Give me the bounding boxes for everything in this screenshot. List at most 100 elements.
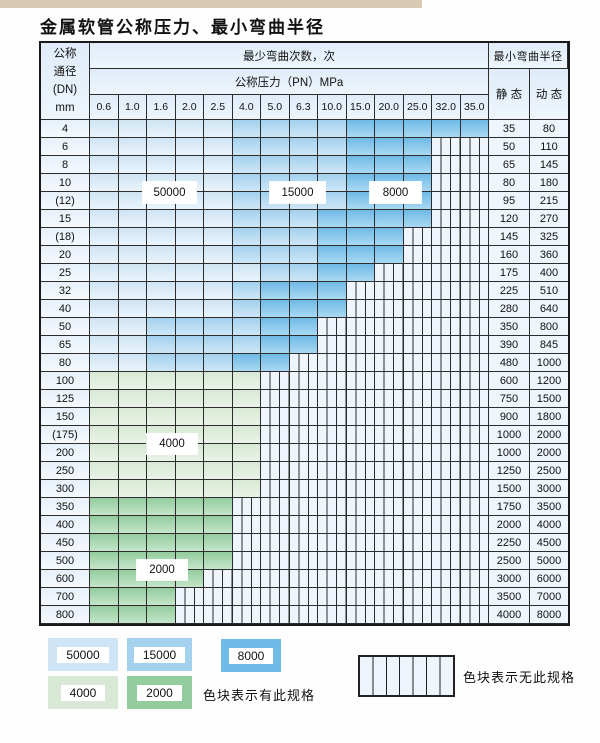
- cycle-cell: [403, 120, 432, 138]
- cycle-cell: [118, 264, 147, 282]
- cycle-cell: [118, 282, 147, 300]
- cycle-cell: [118, 300, 147, 318]
- cycle-cell: [118, 480, 147, 498]
- cycle-cell: [118, 318, 147, 336]
- pressure-col-header: 10.0: [318, 95, 347, 120]
- no-spec-cell: [261, 462, 290, 480]
- cycle-cell: [90, 174, 119, 192]
- no-spec-cell: [289, 390, 318, 408]
- pressure-col-header: 32.0: [432, 95, 461, 120]
- no-spec-cell: [432, 462, 461, 480]
- no-spec-cell: [460, 174, 489, 192]
- page-top-accent-strip: [0, 0, 422, 8]
- cycle-cell: [90, 426, 119, 444]
- legend-label-8000: 8000: [228, 647, 274, 664]
- legend-label-4000: 4000: [60, 684, 106, 701]
- static-radius-cell: 1000: [489, 444, 530, 462]
- cycle-cell: [204, 282, 233, 300]
- no-spec-cell: [289, 606, 318, 624]
- cycle-cell: [289, 228, 318, 246]
- no-spec-cell: [460, 480, 489, 498]
- dynamic-radius-cell: 845: [530, 336, 568, 354]
- no-spec-cell: [346, 480, 375, 498]
- no-spec-cell: [432, 354, 461, 372]
- dn-cell: 500: [41, 552, 90, 570]
- cycle-cell: [204, 534, 233, 552]
- no-spec-cell: [346, 552, 375, 570]
- static-radius-cell: 120: [489, 210, 530, 228]
- cycle-cell: [346, 210, 375, 228]
- no-spec-cell: [460, 372, 489, 390]
- no-spec-cell: [460, 228, 489, 246]
- cycle-cell: [175, 516, 204, 534]
- cycle-cell: [232, 372, 261, 390]
- dn-cell: 150: [41, 408, 90, 426]
- cycle-cell: [90, 606, 119, 624]
- no-spec-cell: [375, 318, 404, 336]
- cycle-cell: [90, 534, 119, 552]
- cycle-cell: [232, 408, 261, 426]
- cycle-cell: [90, 192, 119, 210]
- dynamic-radius-cell: 80: [530, 120, 568, 138]
- no-spec-cell: [318, 408, 347, 426]
- cycle-cell: [318, 192, 347, 210]
- cycle-cell: [232, 318, 261, 336]
- dynamic-radius-cell: 215: [530, 192, 568, 210]
- no-spec-cell: [403, 516, 432, 534]
- cycle-cell: [147, 318, 176, 336]
- pressure-col-header: 5.0: [261, 95, 290, 120]
- cycle-cell: [175, 498, 204, 516]
- dynamic-radius-cell: 1200: [530, 372, 568, 390]
- no-spec-cell: [289, 552, 318, 570]
- cycle-cell: [175, 534, 204, 552]
- no-spec-cell: [261, 408, 290, 426]
- cycle-cell: [204, 246, 233, 264]
- static-radius-cell: 900: [489, 408, 530, 426]
- no-spec-cell: [375, 282, 404, 300]
- dn-header-line: 公称: [53, 48, 77, 60]
- no-spec-cell: [403, 588, 432, 606]
- cycle-cell: [147, 408, 176, 426]
- no-spec-cell: [346, 372, 375, 390]
- cycle-cell: [90, 372, 119, 390]
- cycle-cell: [90, 138, 119, 156]
- dn-cell: 800: [41, 606, 90, 624]
- no-spec-cell: [232, 552, 261, 570]
- cycle-cell: [346, 246, 375, 264]
- cycle-cell: [118, 606, 147, 624]
- dynamic-radius-cell: 4500: [530, 534, 568, 552]
- no-spec-cell: [375, 426, 404, 444]
- legend-label-15000: 15000: [133, 646, 186, 663]
- no-spec-cell: [460, 264, 489, 282]
- cycle-cell: [232, 354, 261, 372]
- dn-column-header: 公称 通径 (DN) mm: [41, 43, 90, 120]
- no-spec-cell: [432, 444, 461, 462]
- cycle-cell: [204, 336, 233, 354]
- cycle-cell: [175, 390, 204, 408]
- no-spec-cell: [289, 444, 318, 462]
- no-spec-cell: [375, 570, 404, 588]
- no-spec-cell: [432, 372, 461, 390]
- no-spec-cell: [432, 318, 461, 336]
- cycle-cell: [232, 462, 261, 480]
- no-spec-cell: [375, 300, 404, 318]
- no-spec-cell: [289, 534, 318, 552]
- cycle-cell: [118, 498, 147, 516]
- static-radius-cell: 390: [489, 336, 530, 354]
- cycle-cell: [90, 390, 119, 408]
- no-spec-cell: [432, 606, 461, 624]
- no-spec-cell: [432, 552, 461, 570]
- no-spec-cell: [175, 606, 204, 624]
- cycle-cell: [118, 354, 147, 372]
- cycle-cell: [261, 228, 290, 246]
- no-spec-cell: [460, 606, 489, 624]
- cycle-cell: [118, 588, 147, 606]
- no-spec-cell: [403, 372, 432, 390]
- dn-cell: 100: [41, 372, 90, 390]
- dn-cell: 6: [41, 138, 90, 156]
- dynamic-radius-cell: 5000: [530, 552, 568, 570]
- cycle-cell: [147, 588, 176, 606]
- no-spec-cell: [346, 300, 375, 318]
- cycle-cell: [175, 336, 204, 354]
- no-spec-cell: [346, 390, 375, 408]
